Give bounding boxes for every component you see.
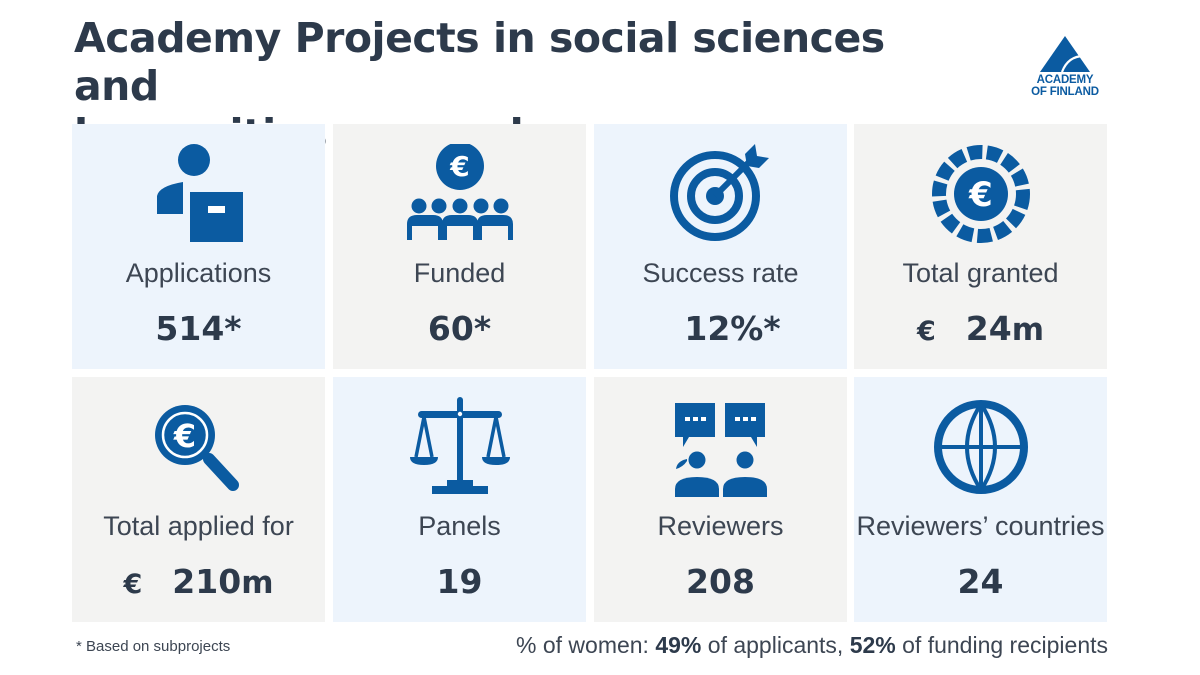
- tile-label: Total granted: [902, 258, 1059, 288]
- tile-value: 514*: [72, 309, 325, 348]
- tile-value-number: 19: [436, 562, 483, 601]
- svg-text:€: €: [172, 417, 195, 455]
- tile-value: 208: [594, 562, 847, 601]
- stat-tile-total-granted: € Total granted €24m: [854, 124, 1107, 369]
- stat-tile-funded: € Funded 60*: [333, 124, 586, 369]
- women-applicants-text: of applicants,: [701, 632, 850, 658]
- tile-value-number: 12%*: [684, 309, 781, 348]
- women-share-note: % of women: 49% of applicants, 52% of fu…: [516, 632, 1108, 659]
- scales-icon: [409, 397, 510, 494]
- tile-value-unit: m: [1011, 312, 1045, 348]
- tile-value: 19: [333, 562, 586, 601]
- triangle-logo-icon: [1040, 36, 1090, 73]
- currency-symbol: €: [916, 316, 936, 347]
- svg-text:€: €: [968, 175, 993, 215]
- title-line-1: Academy Projects in social sciences and: [74, 14, 885, 110]
- globe-icon: [933, 400, 1028, 494]
- women-applicants-pct: 49%: [655, 632, 702, 658]
- footnote: * Based on subprojects: [76, 638, 231, 655]
- reviewers-icon: [674, 403, 767, 497]
- tile-label: Applications: [125, 258, 272, 288]
- tile-label: Panels: [418, 511, 501, 541]
- currency-symbol: €: [123, 569, 143, 600]
- tile-value: 12%*: [594, 309, 847, 348]
- tile-value-number: 514*: [155, 309, 242, 348]
- tile-value-number: 208: [686, 562, 755, 601]
- stat-tile-panels: Panels 19: [333, 377, 586, 622]
- tile-value-number: 24: [965, 309, 1012, 348]
- tile-label: Funded: [413, 258, 506, 288]
- tile-value: €210m: [72, 562, 325, 601]
- euro-coin-icon: €: [931, 145, 1030, 243]
- svg-text:€: €: [449, 150, 469, 183]
- stat-tile-reviewers: Reviewers 208: [594, 377, 847, 622]
- logo-text-2: OF FINLAND: [1031, 86, 1099, 98]
- tile-label: Total applied for: [103, 511, 294, 541]
- tile-value: 24: [854, 562, 1107, 601]
- target-icon: [669, 144, 769, 241]
- tile-label: Reviewers: [657, 511, 784, 541]
- women-recipients-pct: 52%: [849, 632, 896, 658]
- stat-tile-applications: Applications 514*: [72, 124, 325, 369]
- tile-label: Success rate: [642, 258, 799, 288]
- logo-text-1: ACADEMY: [1036, 74, 1094, 86]
- academy-of-finland-logo: ACADEMY OF FINLAND: [1010, 36, 1120, 108]
- tile-value-unit: m: [241, 565, 274, 601]
- euro-search-icon: €: [154, 405, 239, 491]
- funded-group-icon: €: [406, 144, 513, 240]
- applicant-icon: [156, 144, 243, 242]
- tile-value-number: 60*: [427, 309, 492, 348]
- tile-value: 60*: [333, 309, 586, 348]
- women-recipients-text: of funding recipients: [895, 632, 1108, 658]
- tile-value-number: 210: [172, 562, 242, 601]
- tile-value-number: 24: [957, 562, 1004, 601]
- tile-value: €24m: [854, 309, 1107, 348]
- tile-label: Reviewers’ countries: [856, 511, 1105, 541]
- stat-tile-total-applied: € Total applied for €210m: [72, 377, 325, 622]
- stat-tile-reviewers-countries: Reviewers’ countries 24: [854, 377, 1107, 622]
- stat-tile-success-rate: Success rate 12%*: [594, 124, 847, 369]
- women-prefix: % of women:: [516, 632, 656, 658]
